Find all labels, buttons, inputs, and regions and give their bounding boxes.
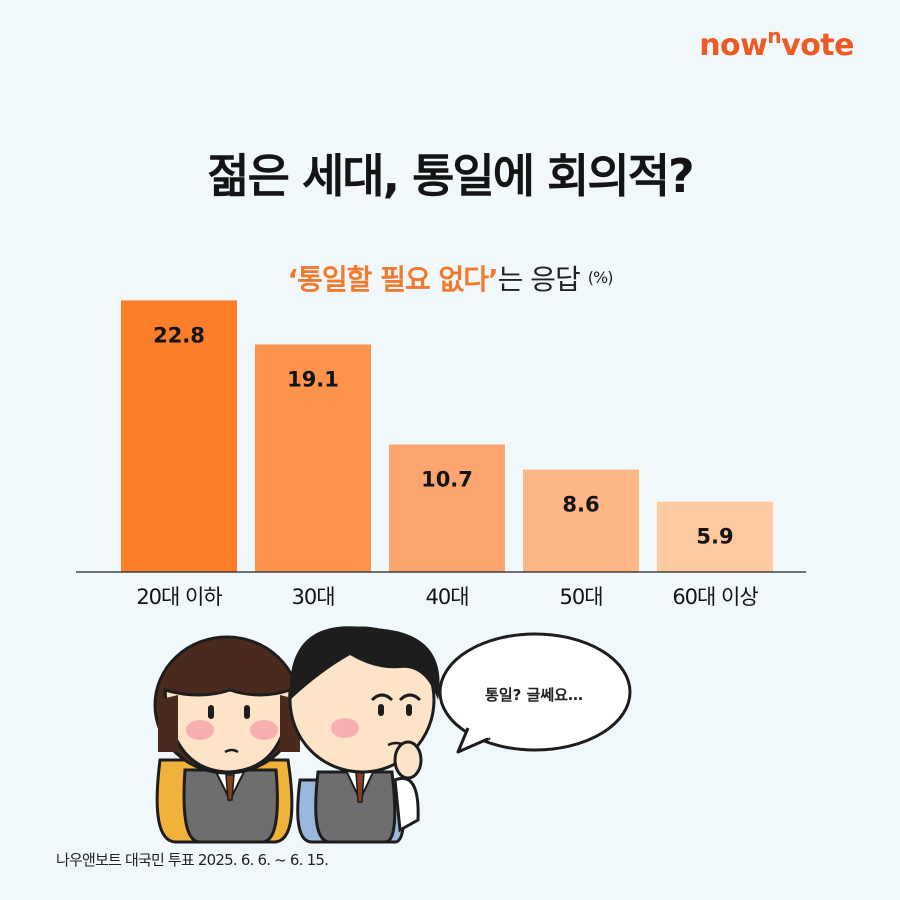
x-tick-label: 30대 [291, 585, 334, 609]
bar-value-label: 19.1 [287, 367, 339, 391]
brand-logo: nownvote [699, 24, 854, 63]
bars-group: 22.8 20대 이하 19.1 30대 10.7 40대 8.6 50대 5.9 60대 이상 [121, 300, 773, 609]
bar-value-label: 10.7 [421, 468, 473, 492]
bar-2 [255, 344, 371, 572]
bar-value-label: 5.9 [696, 525, 733, 549]
speech-bubble [438, 632, 632, 754]
boy-student-illustration [288, 626, 440, 844]
chart-subtitle: ‘통일할 필요 없다’는 응답 (%) [0, 258, 900, 298]
bar-1 [121, 300, 237, 572]
page-title: 젊은 세대, 통일에 회의적? [207, 149, 694, 203]
bar-value-label: 8.6 [562, 493, 599, 517]
subtitle-unit: (%) [587, 268, 614, 287]
bar-value-label: 22.8 [153, 323, 205, 347]
bar-4 [523, 469, 639, 572]
subtitle-highlight: ‘통일할 필요 없다’ [287, 263, 499, 296]
bar-3 [389, 444, 505, 572]
subtitle-rest: 는 응답 [497, 263, 581, 296]
x-tick-label: 60대 이상 [672, 585, 758, 609]
x-tick-label: 40대 [425, 585, 468, 609]
x-tick-label: 20대 이하 [136, 585, 222, 609]
bar-5 [657, 501, 773, 572]
source-note: 나우앤보트 대국민 투표 2025. 6. 6. ~ 6. 15. [56, 851, 329, 869]
girl-student-illustration [153, 635, 301, 844]
x-tick-label: 50대 [559, 585, 602, 609]
speech-bubble-text: 통일? 글쎄요… [485, 686, 583, 704]
